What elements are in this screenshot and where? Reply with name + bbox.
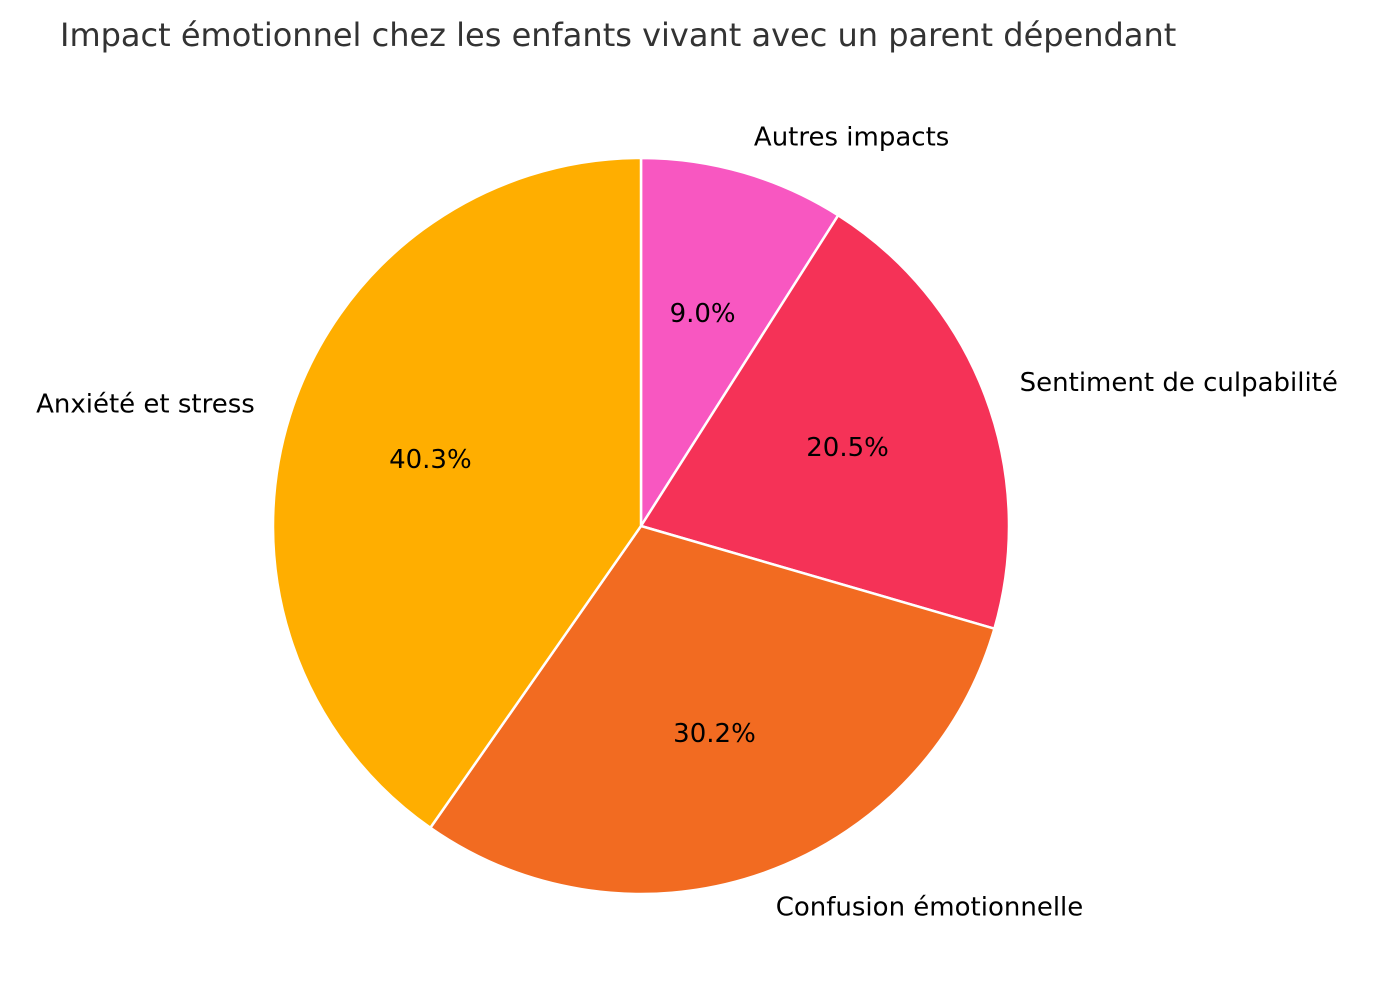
pct-label-autres-impacts: 9.0%	[670, 299, 736, 329]
pct-label-sentiment-de-culpabilite: 20.5%	[806, 433, 889, 463]
slice-label-confusion-emotionnelle: Confusion émotionnelle	[776, 893, 1084, 923]
slice-label-sentiment-de-culpabilite: Sentiment de culpabilité	[1020, 368, 1338, 398]
pie-slice-anxiete-et-stress	[271, 156, 643, 829]
pie-slice-autres-impacts	[639, 156, 840, 528]
pct-label-anxiete-et-stress: 40.3%	[389, 445, 472, 475]
slice-label-anxiete-et-stress: Anxiété et stress	[36, 390, 255, 420]
pct-label-confusion-emotionnelle: 30.2%	[673, 719, 756, 749]
slice-label-autres-impacts: Autres impacts	[754, 122, 949, 152]
pie-slice-confusion-emotionnelle	[429, 524, 996, 896]
pie-labels: Autres impacts 9.0% Sentiment de culpabili…	[36, 122, 1338, 922]
pie-slices	[271, 156, 1011, 896]
chart-title: Impact émotionnel chez les enfants vivan…	[60, 16, 1176, 54]
pie-slice-sentiment-de-culpabilite	[639, 214, 1011, 630]
